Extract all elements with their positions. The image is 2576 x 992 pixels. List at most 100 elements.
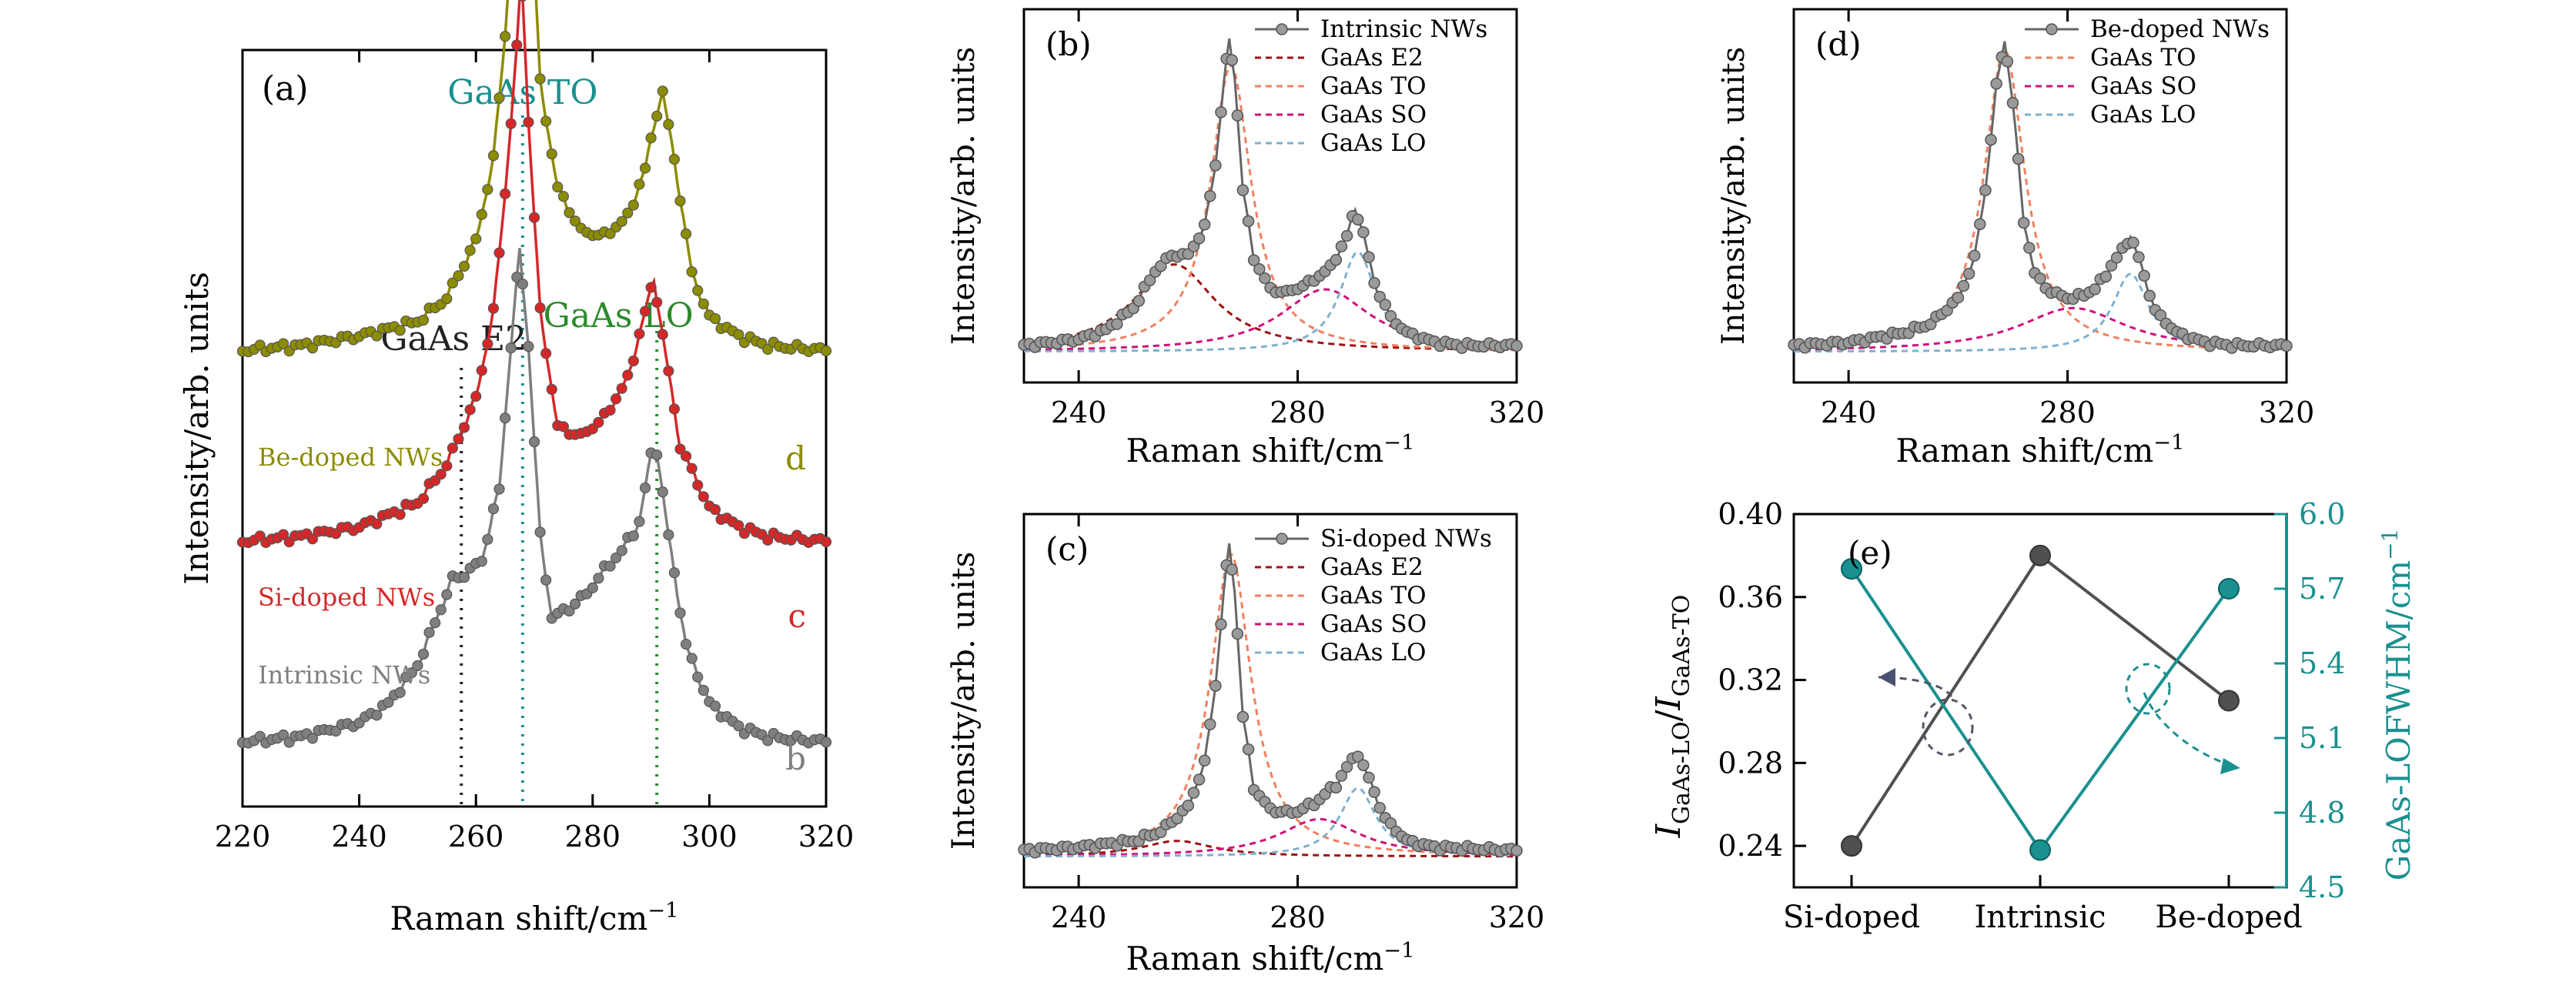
arrow-right-curve [2143, 692, 2233, 767]
series-point [686, 266, 698, 278]
series-point [657, 85, 668, 97]
legend-label: GaAs E2 [1320, 44, 1423, 72]
series-point [634, 328, 645, 339]
data-point [2138, 269, 2150, 282]
panel-label: (a) [262, 69, 309, 109]
series-point [639, 482, 651, 494]
series-point [645, 282, 657, 293]
plot-frame [241, 48, 828, 808]
data-point [2110, 252, 2123, 264]
series-point [517, 278, 528, 290]
series-point [616, 545, 627, 556]
series-point [458, 422, 470, 433]
data-point [1226, 54, 1238, 66]
series-point [680, 638, 692, 650]
series-point [733, 329, 744, 340]
series-point [569, 598, 581, 610]
series-point [634, 179, 645, 190]
fwhm-point [2029, 839, 2051, 861]
series-point [528, 436, 540, 448]
series-point [417, 314, 430, 326]
series-point [686, 463, 698, 474]
series-point [523, 341, 534, 352]
data-point [1352, 750, 1364, 763]
data-point [1373, 290, 1386, 303]
x-category-label: Intrinsic [1974, 900, 2106, 935]
data-point [1198, 219, 1211, 231]
data-point [1330, 253, 1343, 266]
to-label: GaAs TO [447, 73, 597, 112]
x-axis-label: Raman shift/cm−1 [390, 899, 678, 937]
x-tick-label: 320 [2259, 396, 2315, 429]
series-point [435, 469, 447, 480]
series-point [564, 605, 575, 617]
series-letter: d [785, 439, 806, 477]
arrow-right-head [2220, 758, 2240, 774]
series-point [674, 195, 686, 207]
series-point [528, 212, 540, 223]
data-point [1384, 817, 1397, 830]
legend-label: GaAs SO [1320, 610, 1427, 638]
data-point [1143, 274, 1156, 287]
series-point [651, 110, 663, 122]
series-point [645, 132, 657, 144]
series-point [534, 73, 546, 85]
data-point [1373, 801, 1386, 814]
series-point [464, 404, 476, 416]
series-point [453, 433, 464, 445]
arrow-left-loop [1922, 698, 1974, 757]
series-point [482, 338, 493, 349]
series-point [820, 736, 832, 748]
data-point [1510, 339, 1523, 352]
y-axis-label-left: IGaAs-LO/IGaAs-TO [1649, 595, 1695, 839]
data-point [1187, 787, 1200, 799]
y2-tick-label: 5.7 [2299, 572, 2345, 606]
series-point [534, 302, 546, 314]
series-point [476, 209, 487, 220]
data-point [1510, 844, 1523, 857]
series-point [511, 272, 523, 283]
series-point [634, 516, 645, 527]
series-point [674, 607, 686, 619]
series-point [692, 671, 704, 683]
ratio-point [2218, 690, 2240, 712]
data-point [1974, 218, 1986, 230]
series-point [663, 119, 674, 130]
panel-label: (e) [1848, 534, 1892, 572]
x-tick-label: 220 [215, 820, 271, 853]
panel-label: (b) [1045, 25, 1092, 63]
series-point [505, 342, 517, 354]
legend-label: Intrinsic NWs [1320, 15, 1487, 43]
data-point [1187, 240, 1200, 252]
data-point [1357, 759, 1370, 771]
panel-a: 220 240 260 280 300 320 Raman shift/cm−1 Intens… [178, 0, 854, 937]
data-point [2133, 251, 2145, 263]
series-point [487, 302, 500, 314]
legend-label: GaAs LO [1320, 129, 1426, 157]
data-point [1253, 262, 1266, 276]
series-point [651, 449, 663, 461]
series-point [430, 617, 441, 629]
x-tick-label: 240 [1051, 396, 1107, 429]
data-point [1193, 232, 1206, 245]
plot-frame [1022, 513, 1518, 889]
series-point [663, 365, 674, 377]
series-point [476, 365, 487, 376]
plot-frame [1792, 8, 2288, 384]
data-point [2034, 272, 2046, 285]
data-point [1193, 773, 1206, 786]
data-line [1793, 41, 2287, 350]
panel-b: 240 280 320 Raman shift/cm−1 Intensity/arb. … [946, 8, 1544, 469]
data-point [2280, 339, 2293, 352]
data-point [1242, 743, 1255, 756]
series-point [569, 215, 581, 227]
series-letter: c [788, 597, 806, 635]
series-point [651, 296, 663, 308]
panel-c: 240 280 320 Raman shift/cm−1 Intensity/arb. … [946, 513, 1544, 977]
series-point [622, 369, 634, 381]
x-tick-label: 280 [1270, 900, 1326, 934]
series-point [564, 207, 575, 219]
series-point [616, 382, 627, 394]
